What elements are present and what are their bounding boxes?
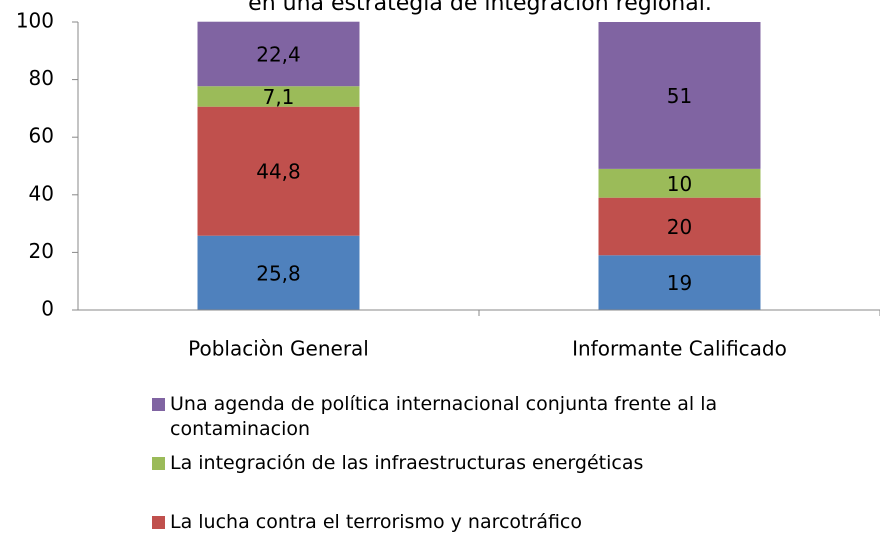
bar-segment bbox=[197, 106, 360, 236]
legend-swatch bbox=[152, 516, 165, 529]
legend-label: La integración de las infraestructuras e… bbox=[170, 452, 644, 474]
y-tick-label: 60 bbox=[29, 124, 54, 148]
bar-segment bbox=[598, 197, 761, 256]
data-label: 51 bbox=[667, 84, 692, 108]
legend-label: Una agenda de política internacional con… bbox=[170, 393, 718, 440]
data-label: 7,1 bbox=[263, 85, 295, 109]
y-tick-label: 0 bbox=[41, 297, 54, 321]
chart-title: en una estrategia de integración regiona… bbox=[248, 0, 712, 16]
legend-label: La lucha contra el terrorismo y narcotrá… bbox=[170, 511, 582, 533]
legend-item: La integración de las infraestructuras e… bbox=[152, 451, 792, 476]
x-tick-label: Informante Calificado bbox=[572, 337, 787, 361]
data-label: 25,8 bbox=[256, 261, 301, 285]
bar-segment bbox=[197, 86, 360, 107]
data-label: 44,8 bbox=[256, 160, 301, 184]
legend-item: La lucha contra el terrorismo y narcotrá… bbox=[152, 510, 792, 533]
legend-swatch bbox=[152, 457, 165, 470]
bar-segment bbox=[197, 235, 360, 310]
data-label: 10 bbox=[667, 172, 692, 196]
data-label: 20 bbox=[667, 215, 692, 239]
bar-segment bbox=[598, 22, 761, 169]
y-tick-label: 40 bbox=[29, 181, 54, 205]
legend-swatch bbox=[152, 398, 165, 411]
legend-item: Una agenda de política internacional con… bbox=[152, 392, 792, 442]
y-tick-label: 80 bbox=[29, 66, 54, 90]
bar-segment bbox=[598, 255, 761, 310]
x-tick-label: Poblaciòn General bbox=[188, 337, 369, 361]
bar-segment bbox=[197, 21, 360, 87]
y-tick-label: 100 bbox=[16, 9, 54, 33]
y-tick-label: 20 bbox=[29, 239, 54, 263]
data-label: 22,4 bbox=[256, 42, 301, 66]
data-label: 19 bbox=[667, 271, 692, 295]
bar-segment bbox=[598, 168, 761, 198]
